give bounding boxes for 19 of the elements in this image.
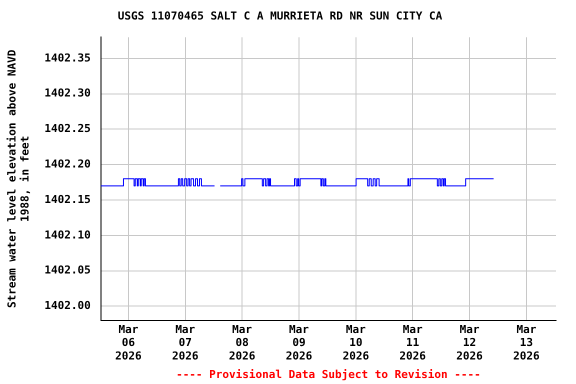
x-tick-label: Mar 10 2026 xyxy=(342,322,370,362)
y-axis-title: Stream water level elevation above NAVD 1988, in feet xyxy=(5,49,32,308)
y-tick-label: 1402.15 xyxy=(44,192,91,206)
x-tick-label: Mar 11 2026 xyxy=(399,322,426,362)
y-tick-label: 1402.20 xyxy=(44,158,91,170)
x-tick-label: Mar 13 2026 xyxy=(513,322,540,362)
x-tick-label: Mar 08 2026 xyxy=(228,322,256,362)
y-tick-label: 1402.30 xyxy=(44,86,91,100)
y-tick-label: 1402.05 xyxy=(44,264,91,277)
y-tick-label: 1402.10 xyxy=(44,228,91,242)
x-tick-label: Mar 06 2026 xyxy=(115,322,142,362)
chart-title: USGS 11070465 SALT C A MURRIETA RD NR SUN CITY CA xyxy=(118,9,443,22)
text: ---- Provisional Data Subject to Revision ---- xyxy=(176,368,481,381)
y-tick-label: 1402.00 xyxy=(44,299,91,312)
x-tick-label: Mar 09 2026 xyxy=(286,322,313,362)
x-tick-label: Mar 07 2026 xyxy=(172,322,199,362)
x-tick-label: Mar 12 2026 xyxy=(456,322,484,362)
y-tick-label: 1402.25 xyxy=(44,122,91,136)
y-tick-label: 1402.35 xyxy=(44,51,91,64)
